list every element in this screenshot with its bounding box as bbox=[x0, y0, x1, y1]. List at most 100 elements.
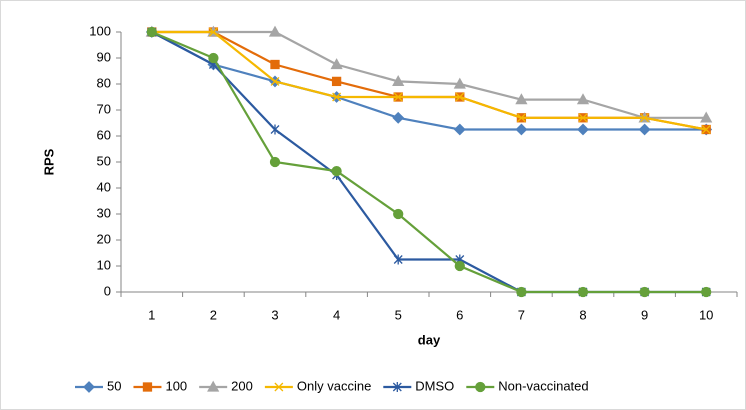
marker bbox=[142, 382, 153, 392]
y-tick-label: 80 bbox=[97, 75, 111, 90]
legend-label: 50 bbox=[107, 378, 121, 393]
marker bbox=[392, 75, 405, 87]
marker bbox=[576, 93, 590, 105]
x-tick-label: 4 bbox=[333, 307, 340, 322]
y-tick-label: 0 bbox=[104, 283, 111, 298]
marker-part bbox=[638, 123, 651, 136]
marker bbox=[701, 125, 711, 134]
marker bbox=[577, 123, 589, 136]
x-tick-label: 9 bbox=[641, 307, 648, 322]
marker-part bbox=[331, 165, 342, 177]
marker-part bbox=[208, 27, 218, 37]
marker bbox=[330, 58, 343, 70]
marker-part bbox=[701, 286, 712, 298]
y-tick-label: 70 bbox=[97, 101, 111, 116]
marker-part bbox=[208, 52, 219, 64]
marker-part bbox=[515, 123, 528, 136]
y-tick-label: 90 bbox=[97, 49, 111, 64]
marker bbox=[331, 76, 342, 87]
series-line bbox=[151, 30, 707, 119]
marker-part bbox=[392, 111, 405, 124]
marker bbox=[577, 286, 589, 298]
y-axis-title: RPS bbox=[41, 148, 56, 175]
marker-part bbox=[270, 124, 280, 135]
marker-part bbox=[330, 58, 343, 70]
series-line bbox=[151, 30, 707, 131]
marker-part bbox=[701, 125, 711, 134]
marker bbox=[638, 123, 651, 136]
marker bbox=[578, 113, 588, 123]
marker bbox=[516, 286, 527, 298]
marker-part bbox=[393, 92, 403, 102]
marker bbox=[207, 380, 220, 392]
marker-part bbox=[268, 25, 282, 37]
marker-part bbox=[332, 92, 342, 102]
marker bbox=[392, 382, 402, 392]
x-tick-label: 2 bbox=[210, 307, 217, 322]
marker bbox=[455, 92, 465, 102]
marker bbox=[393, 208, 404, 220]
marker-part bbox=[453, 123, 466, 136]
marker bbox=[270, 76, 280, 86]
marker-part bbox=[207, 380, 220, 392]
y-tick-label: 100 bbox=[89, 23, 111, 38]
marker bbox=[453, 77, 466, 89]
marker bbox=[332, 92, 342, 102]
marker-part bbox=[454, 260, 465, 272]
x-tick-label: 5 bbox=[395, 307, 402, 322]
marker bbox=[393, 254, 403, 265]
marker-part bbox=[146, 26, 157, 38]
marker bbox=[475, 381, 486, 393]
series-line bbox=[151, 30, 707, 294]
series-line bbox=[151, 31, 707, 131]
marker bbox=[515, 123, 528, 136]
y-tick-label: 40 bbox=[97, 179, 111, 194]
x-tick-label: 1 bbox=[148, 307, 155, 322]
marker-part bbox=[83, 381, 95, 393]
y-tick-label: 30 bbox=[97, 205, 111, 220]
marker bbox=[639, 286, 650, 298]
marker-part bbox=[578, 113, 588, 123]
marker-part bbox=[392, 382, 402, 392]
marker bbox=[515, 93, 528, 105]
x-tick-label: 8 bbox=[579, 307, 586, 322]
marker bbox=[331, 165, 342, 177]
marker bbox=[208, 27, 218, 37]
marker bbox=[83, 381, 95, 393]
marker-part bbox=[700, 111, 713, 123]
legend-label: 100 bbox=[165, 378, 187, 393]
marker-part bbox=[577, 286, 589, 298]
x-tick-label: 10 bbox=[699, 307, 713, 322]
marker bbox=[268, 25, 282, 37]
marker-part bbox=[455, 92, 465, 102]
legend-label: Only vaccine bbox=[297, 378, 371, 393]
marker bbox=[270, 124, 280, 135]
marker bbox=[393, 92, 403, 102]
marker-part bbox=[640, 113, 650, 123]
marker bbox=[270, 59, 280, 70]
marker bbox=[453, 123, 466, 136]
legend-label: Non-vaccinated bbox=[498, 378, 588, 393]
marker-part bbox=[576, 93, 590, 105]
marker-part bbox=[516, 113, 526, 123]
x-axis-title: day bbox=[418, 332, 441, 347]
marker-part bbox=[393, 208, 404, 220]
marker-part bbox=[453, 77, 466, 89]
marker bbox=[701, 286, 712, 298]
marker bbox=[146, 26, 157, 38]
legend-label: 200 bbox=[231, 378, 253, 393]
marker-part bbox=[331, 76, 342, 87]
marker-part bbox=[269, 156, 281, 168]
marker-part bbox=[475, 381, 486, 393]
y-tick-label: 50 bbox=[97, 153, 111, 168]
marker bbox=[274, 382, 284, 392]
y-tick-label: 20 bbox=[97, 231, 111, 246]
y-tick-label: 10 bbox=[97, 257, 111, 272]
legend-label: DMSO bbox=[415, 378, 454, 393]
marker-part bbox=[270, 59, 280, 70]
marker bbox=[640, 113, 650, 123]
marker bbox=[516, 113, 526, 123]
marker bbox=[700, 111, 713, 123]
marker-part bbox=[270, 76, 280, 86]
